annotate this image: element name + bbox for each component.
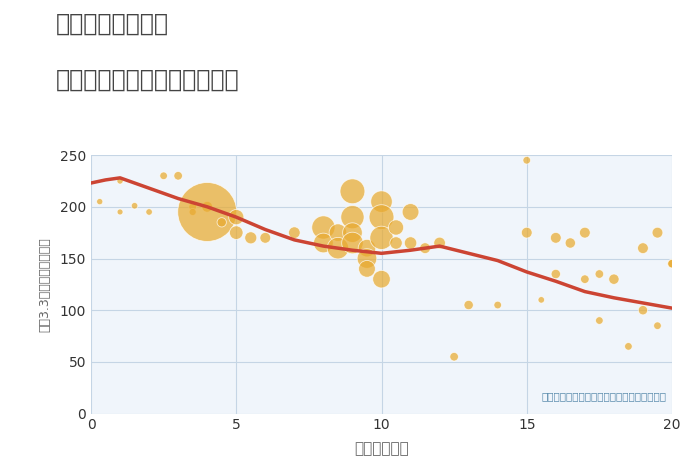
Point <box>361 265 372 273</box>
Point <box>405 208 416 216</box>
Point <box>521 229 532 236</box>
Point <box>521 157 532 164</box>
Point <box>463 301 475 309</box>
Point <box>376 234 387 242</box>
Point <box>260 234 271 242</box>
Point <box>346 229 358 236</box>
Point <box>405 239 416 247</box>
Point <box>449 353 460 360</box>
Point <box>492 301 503 309</box>
Point <box>361 244 372 252</box>
Point <box>361 255 372 262</box>
Point <box>594 270 605 278</box>
Point <box>623 343 634 350</box>
Point <box>346 239 358 247</box>
Point <box>391 239 402 247</box>
Point <box>376 198 387 205</box>
Point <box>94 198 105 205</box>
Point <box>318 224 329 231</box>
Point <box>608 275 620 283</box>
Point <box>158 172 169 180</box>
Point <box>536 296 547 304</box>
Point <box>216 219 228 226</box>
Point <box>187 203 198 211</box>
Point <box>114 208 126 216</box>
Point <box>666 260 678 267</box>
Point <box>289 229 300 236</box>
Point <box>550 270 561 278</box>
Y-axis label: 平（3.3㎡）単価（万円）: 平（3.3㎡）単価（万円） <box>38 237 51 332</box>
Point <box>318 239 329 247</box>
Point <box>419 244 430 252</box>
Text: 円の大きさは、取引のあった物件面積を示す: 円の大きさは、取引のあった物件面積を示す <box>541 391 666 400</box>
Point <box>187 208 198 216</box>
Point <box>580 275 591 283</box>
Point <box>594 317 605 324</box>
Point <box>391 224 402 231</box>
Point <box>172 172 183 180</box>
Point <box>550 234 561 242</box>
Point <box>652 229 663 236</box>
Point <box>332 244 344 252</box>
Point <box>231 229 242 236</box>
Point <box>434 239 445 247</box>
Point <box>666 260 678 267</box>
Point <box>144 208 155 216</box>
Point <box>376 213 387 221</box>
Point <box>580 229 591 236</box>
Point <box>231 213 242 221</box>
Point <box>332 229 344 236</box>
Point <box>638 306 649 314</box>
Point <box>652 322 663 329</box>
X-axis label: 駅距離（分）: 駅距離（分） <box>354 441 409 456</box>
Point <box>129 202 140 210</box>
Point <box>376 275 387 283</box>
Text: 埼玉県和光市駅の: 埼玉県和光市駅の <box>56 12 169 36</box>
Text: 駅距離別中古マンション価格: 駅距離別中古マンション価格 <box>56 68 239 92</box>
Point <box>202 203 213 211</box>
Point <box>638 244 649 252</box>
Point <box>565 239 576 247</box>
Point <box>346 213 358 221</box>
Point <box>202 208 213 216</box>
Point <box>346 188 358 195</box>
Point <box>114 177 126 185</box>
Point <box>245 234 256 242</box>
